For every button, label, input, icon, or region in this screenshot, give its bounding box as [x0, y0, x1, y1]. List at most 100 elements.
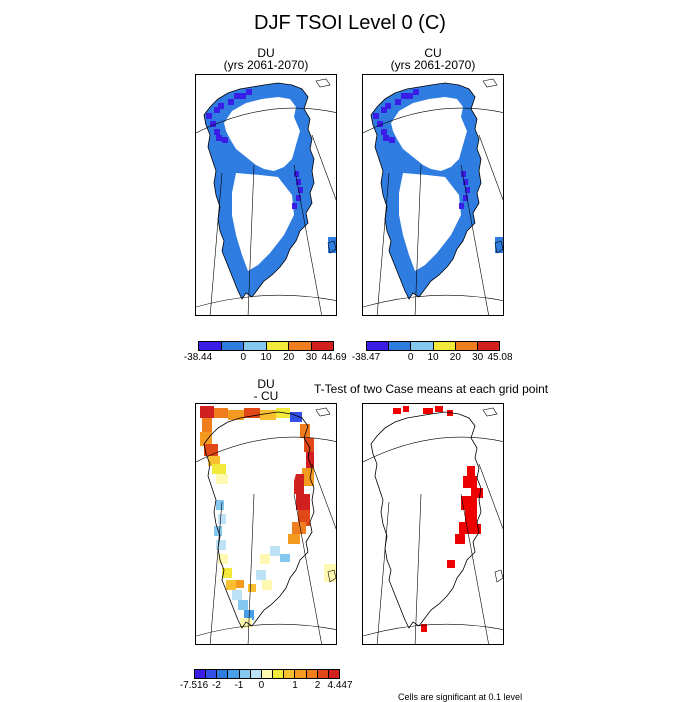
diff-colorbar [194, 669, 340, 679]
difference-cell [218, 554, 228, 564]
difference-cell [200, 432, 212, 446]
cold-cell [292, 203, 297, 209]
cu-colorbar-swatch [367, 342, 390, 350]
difference-cell [292, 522, 306, 534]
diff-colorbar-label: -1 [234, 680, 244, 691]
du-colorbar-swatch [266, 342, 289, 350]
diff-colorbar-swatch [317, 670, 329, 678]
diff-map [196, 406, 336, 644]
island-outline [315, 407, 331, 417]
diff-colorbar-swatch [306, 670, 318, 678]
page-title: DJF TSOI Level 0 (C) [254, 12, 446, 34]
difference-cell [324, 564, 336, 582]
graticule-line [414, 164, 422, 315]
difference-cell [260, 410, 276, 420]
diff-colorbar-label: -2 [212, 680, 221, 691]
graticule-line [293, 493, 322, 644]
island-outline [494, 240, 503, 254]
cold-cell [216, 135, 222, 141]
significant-cell [471, 488, 483, 498]
cold-cell [385, 103, 391, 109]
difference-cell [204, 444, 218, 456]
graticule-line [311, 134, 336, 201]
cu-colorbar-label: 10 [427, 352, 439, 363]
du-colorbar-swatch [221, 342, 244, 350]
significant-cell [473, 524, 481, 534]
difference-cell [216, 540, 226, 550]
cu-colorbar-swatch [455, 342, 478, 350]
significant-cell [447, 560, 455, 568]
difference-cell [296, 494, 310, 510]
island-field [328, 237, 336, 253]
cu-panel-title: CU (yrs 2061-2070) [362, 47, 504, 71]
graticule-line [363, 107, 503, 134]
interior-mask [232, 173, 294, 271]
significant-cell [423, 408, 433, 414]
cold-cell [296, 179, 301, 185]
diff-colorbar-swatch [195, 670, 207, 678]
cu-colorbar-swatch [433, 342, 456, 350]
du-map-panel [195, 74, 337, 316]
island-outline [494, 569, 503, 583]
difference-cell [280, 554, 290, 562]
difference-cell [226, 580, 236, 590]
cu-map-panel [362, 74, 504, 316]
cu-title-line2: (yrs 2061-2070) [390, 58, 476, 72]
du-colorbar-swatch [289, 342, 312, 350]
significant-cell [463, 476, 477, 488]
cold-cell [218, 103, 224, 109]
graticule-line [478, 463, 503, 530]
du-colorbar-swatch [244, 342, 267, 350]
difference-cell [218, 514, 226, 524]
cu-colorbar-label: 45.08 [487, 352, 513, 363]
cu-colorbar-swatch [389, 342, 412, 350]
cold-cell [377, 121, 383, 127]
significant-cell [455, 534, 465, 544]
graticule-line [196, 623, 336, 637]
significant-cell [435, 406, 443, 412]
difference-cell [260, 554, 270, 564]
cu-colorbar-swatch [411, 342, 434, 350]
diff-colorbar-swatch [284, 670, 296, 678]
cold-cell [413, 89, 419, 95]
cold-cell [210, 121, 216, 127]
cold-cell [214, 129, 220, 135]
diff-colorbar-swatch [273, 670, 285, 678]
difference-cell [256, 570, 266, 580]
graticule-line [460, 164, 489, 315]
cold-cell [214, 107, 220, 113]
difference-cell [222, 568, 232, 578]
cold-cell [246, 89, 252, 95]
cold-cell [395, 99, 401, 105]
ice-sheet-interior [224, 426, 300, 500]
cu-colorbar [366, 341, 500, 351]
coastline [370, 411, 482, 629]
cu-map [363, 78, 503, 315]
du-map [196, 78, 336, 315]
diff-title-line1: DU [257, 377, 275, 391]
graticule-line [414, 493, 422, 644]
graticule-line [209, 501, 223, 644]
diff-colorbar-swatch [228, 670, 240, 678]
difference-cell [294, 474, 304, 494]
cold-cell [465, 187, 470, 193]
du-colorbar-label: 20 [283, 352, 295, 363]
diff-colorbar-swatch [261, 670, 274, 678]
du-colorbar-label: -38.44 [183, 352, 213, 363]
graticule-line [196, 436, 336, 463]
du-colorbar-swatch [311, 342, 333, 350]
graticule-line [363, 294, 503, 308]
coastline [203, 411, 315, 629]
graticule-line [247, 164, 255, 315]
island-outline [327, 569, 336, 583]
diff-colorbar-label: 4.447 [327, 680, 353, 691]
difference-cell [228, 410, 244, 420]
significant-cell [393, 408, 401, 414]
significant-cell [467, 466, 475, 476]
cold-cell [234, 93, 240, 99]
graticule-line [363, 623, 503, 637]
ice-sheet-interior [391, 97, 467, 171]
interior-mask [399, 173, 461, 271]
island-outline [327, 240, 336, 254]
graticule-line [460, 493, 489, 644]
